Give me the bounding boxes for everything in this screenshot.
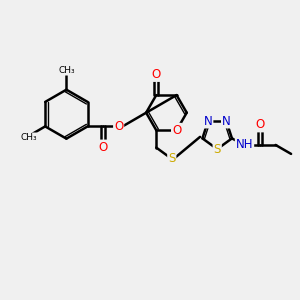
Text: CH₃: CH₃ xyxy=(58,66,75,75)
Text: NH: NH xyxy=(236,138,253,152)
Text: N: N xyxy=(204,115,212,128)
Text: O: O xyxy=(114,120,123,133)
Text: S: S xyxy=(214,142,221,156)
Text: N: N xyxy=(222,115,231,128)
Text: O: O xyxy=(172,124,181,137)
Text: O: O xyxy=(255,118,265,131)
Text: O: O xyxy=(152,68,161,81)
Text: CH₃: CH₃ xyxy=(20,133,37,142)
Text: O: O xyxy=(98,140,108,154)
Text: S: S xyxy=(168,152,176,165)
